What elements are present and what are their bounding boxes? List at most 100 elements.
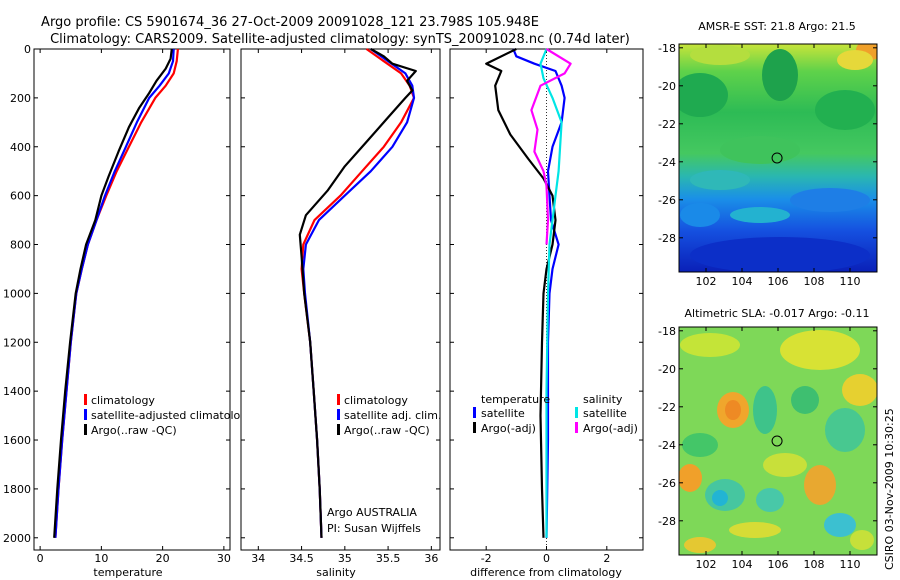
sla-patch [824, 513, 856, 537]
salinity-plot-area: 34 34.5 35 35.5 36 [240, 48, 441, 565]
x-tick-label: 20 [156, 552, 170, 565]
temperature-panel: 0 10 20 30 0 200 400 600 800 1000 1200 1400 1600 1800… [3, 43, 247, 579]
sst-patch [690, 237, 870, 272]
sla-patch [825, 408, 865, 452]
map-x-tick-label: 110 [840, 558, 861, 571]
map-x-tick-label: 108 [804, 558, 825, 571]
y-tick-label: 600 [10, 190, 31, 203]
sla-patch [804, 465, 836, 505]
y-tick-label: 1400 [3, 385, 31, 398]
temperature-legend: climatology satellite-adjusted climatolo… [84, 394, 247, 437]
map-x-tick-label: 106 [768, 275, 789, 288]
sst-patch [837, 50, 873, 70]
sla-map-panel: Altimetric SLA: -0.017 Argo: -0.11 102 10 [658, 307, 878, 571]
map-y-tick-label: -26 [658, 477, 676, 490]
legend-swatch-temp-argo [473, 422, 476, 433]
argo-location-marker [771, 152, 783, 164]
map-y-tick-label: -18 [658, 325, 676, 338]
sla-patch [756, 488, 784, 512]
x-tick-label: 2 [603, 552, 610, 565]
sla-patch [791, 386, 819, 414]
sla-patch [729, 522, 781, 538]
legend-swatch-climatology [337, 394, 340, 405]
sla-patch [763, 453, 807, 477]
legend-label-temp-satellite: satellite [481, 407, 525, 420]
map-y-tick-label: -22 [658, 401, 676, 414]
sla-patch [725, 400, 741, 420]
map-y-tick-label: -28 [658, 232, 676, 245]
y-tick-label: 800 [10, 239, 31, 252]
y-tick-label: 200 [10, 92, 31, 105]
sst-patch [762, 49, 798, 101]
y-tick-label: 1600 [3, 434, 31, 447]
legend-swatch-climatology [84, 394, 87, 405]
argo-location-marker [771, 435, 783, 447]
sst-map-panel: AMSR-E SST: 21.8 Argo: 21.5 102 104 106 108… [658, 20, 878, 288]
sla-map-title: Altimetric SLA: -0.017 Argo: -0.11 [685, 307, 870, 320]
x-tick-label: 34.5 [289, 552, 314, 565]
salinity-panel: 34 34.5 35 35.5 36 climatology satellite adj… [240, 48, 441, 579]
map-y-tick-label: -24 [658, 439, 676, 452]
sla-patch [684, 537, 716, 553]
y-tick-label: 1200 [3, 336, 31, 349]
y-tick-label: 1000 [3, 287, 31, 300]
x-tick-label: 36 [424, 552, 438, 565]
legend-label-temp-argo: Argo(-adj) [481, 422, 536, 435]
map-x-tick-label: 104 [732, 558, 753, 571]
map-y-tick-label: -24 [658, 156, 676, 169]
map-x-tick-label: 106 [768, 558, 789, 571]
series-line-salinity-argo [530, 48, 572, 245]
x-tick-label: 34 [251, 552, 265, 565]
temperature-axes-frame [33, 48, 231, 551]
difference-xlabel: difference from climatology [470, 566, 622, 579]
y-tick-label: 2000 [3, 532, 31, 545]
x-tick-label: 35 [338, 552, 352, 565]
y-tick-label: 1800 [3, 483, 31, 496]
sst-heatmap [679, 44, 877, 272]
map-y-tick-label: -26 [658, 194, 676, 207]
legend-swatch-argo [84, 424, 87, 435]
map-x-tick-label: 104 [732, 275, 753, 288]
legend-label-climatology: climatology [344, 394, 408, 407]
legend-swatch-sal-satellite [575, 407, 578, 418]
x-tick-label: -2 [481, 552, 492, 565]
sst-patch [690, 45, 750, 65]
difference-plot-area: -2 0 2 [449, 48, 644, 565]
x-tick-label: 0 [37, 552, 44, 565]
temperature-plot-area: 0 10 20 30 0 200 400 600 800 1000 1200 1400 1600 1800… [3, 43, 231, 565]
legend-swatch-argo [337, 424, 340, 435]
sla-patch [753, 386, 777, 434]
series-line-temperature-argo [485, 48, 557, 538]
map-y-tick-label: -22 [658, 118, 676, 131]
temperature-xlabel: temperature [93, 566, 162, 579]
map-y-tick-label: -18 [658, 42, 676, 55]
difference-panel: -2 0 2 temperature salinity satellite Argo… [449, 48, 644, 579]
map-x-tick-label: 102 [696, 275, 717, 288]
csiro-timestamp: CSIRO 03-Nov-2009 10:30:25 [883, 408, 896, 570]
map-x-tick-label: 102 [696, 558, 717, 571]
title-line-2: Climatology: CARS2009. Satellite-adjuste… [50, 32, 630, 47]
x-tick-label: 10 [94, 552, 108, 565]
legend-label-sal-argo: Argo(-adj) [583, 422, 638, 435]
sla-patch [680, 333, 740, 357]
sst-map-axes: 102 104 106 108 110 -18 -20 -22 -24 -26 -28 [658, 42, 877, 288]
sla-patch [780, 330, 860, 370]
legend-label-climatology: climatology [91, 394, 155, 407]
sst-patch [680, 203, 720, 227]
salinity-legend: climatology satellite adj. clim. Argo(..… [337, 394, 441, 437]
legend-swatch-sal-argo [575, 422, 578, 433]
y-tick-label: 400 [10, 141, 31, 154]
legend-label-sal-satellite: satellite [583, 407, 627, 420]
legend-label-satellite: satellite adj. clim. [344, 409, 441, 422]
x-tick-label: 30 [217, 552, 231, 565]
series-line-argo [53, 48, 173, 538]
legend-heading-salinity: salinity [583, 393, 623, 406]
sla-patch [712, 490, 728, 506]
y-tick-label: 0 [24, 43, 31, 56]
map-y-tick-label: -20 [658, 80, 676, 93]
sst-patch [730, 207, 790, 223]
series-line-argo [298, 48, 417, 538]
sst-patch [679, 73, 728, 117]
map-y-tick-label: -28 [658, 515, 676, 528]
